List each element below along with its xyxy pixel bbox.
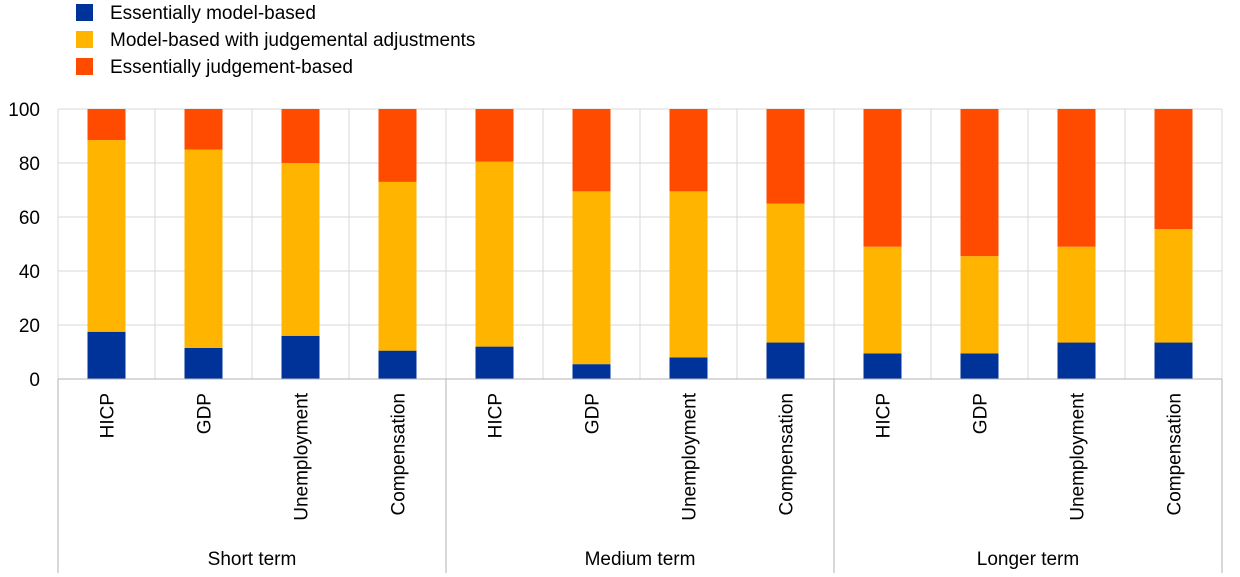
axes <box>57 378 1223 573</box>
bar-1-series-0 <box>184 347 223 379</box>
y-tick-label: 100 <box>8 100 40 121</box>
x-axis-group-labels: Short term Medium term Longer term <box>208 549 1080 570</box>
bar-8-series-2 <box>863 109 902 247</box>
bar-9-series-0 <box>960 353 999 379</box>
bar-9-series-1 <box>960 256 999 354</box>
group-label: Medium term <box>585 549 696 570</box>
bar-4-series-1 <box>475 161 514 347</box>
group-label: Longer term <box>977 549 1079 570</box>
category-label: Unemployment <box>1068 392 1089 520</box>
category-label: GDP <box>195 393 216 434</box>
y-tick-label: 80 <box>19 154 40 175</box>
category-label: HICP <box>874 393 895 438</box>
bar-10-series-0 <box>1057 342 1096 379</box>
bar-7-series-2 <box>766 109 805 204</box>
legend: Essentially model-based Model-based with … <box>76 3 475 78</box>
bar-4-series-2 <box>475 109 514 162</box>
legend-label-1: Model-based with judgemental adjustments <box>110 30 475 51</box>
bar-9-series-2 <box>960 109 999 257</box>
legend-swatch-0 <box>76 4 93 21</box>
category-label: GDP <box>583 393 604 434</box>
category-label: Unemployment <box>292 392 313 520</box>
bar-0-series-0 <box>87 331 126 379</box>
bar-3-series-2 <box>378 109 417 182</box>
bar-6-series-0 <box>669 357 708 379</box>
legend-label-2: Essentially judgement-based <box>110 57 353 78</box>
bar-10-series-1 <box>1057 246 1096 343</box>
category-label: HICP <box>98 393 119 438</box>
bar-0-series-1 <box>87 140 126 332</box>
bar-5-series-1 <box>572 191 611 365</box>
y-tick-label: 20 <box>19 316 40 337</box>
y-tick-label: 40 <box>19 262 40 283</box>
legend-swatch-1 <box>76 31 93 48</box>
category-label: Unemployment <box>680 392 701 520</box>
legend-swatch-2 <box>76 58 93 75</box>
bar-8-series-1 <box>863 246 902 354</box>
bar-4-series-0 <box>475 346 514 379</box>
bar-5-series-2 <box>572 109 611 192</box>
category-label: Compensation <box>389 393 410 516</box>
category-label: HICP <box>486 393 507 438</box>
bar-11-series-1 <box>1154 229 1193 343</box>
bar-2-series-0 <box>281 335 320 379</box>
bar-0-series-2 <box>87 109 126 141</box>
y-tick-label: 60 <box>19 208 40 229</box>
bar-7-series-1 <box>766 203 805 343</box>
bar-3-series-1 <box>378 181 417 351</box>
bar-6-series-1 <box>669 191 708 358</box>
bars <box>87 109 1193 379</box>
bar-11-series-2 <box>1154 109 1193 230</box>
bar-2-series-1 <box>281 163 320 336</box>
category-label: Compensation <box>777 393 798 516</box>
bar-11-series-0 <box>1154 342 1193 379</box>
bar-6-series-2 <box>669 109 708 192</box>
bar-5-series-0 <box>572 364 611 379</box>
bar-2-series-2 <box>281 109 320 163</box>
bar-8-series-0 <box>863 353 902 379</box>
y-tick-label: 0 <box>29 370 40 391</box>
bar-10-series-2 <box>1057 109 1096 247</box>
bar-1-series-2 <box>184 109 223 150</box>
category-label: Compensation <box>1165 393 1186 516</box>
y-axis-tick-labels: 0 20 40 60 80 100 <box>8 100 40 391</box>
x-axis-category-labels: HICP GDP Unemployment Compensation HICP GDP Un… <box>98 392 1186 520</box>
bar-1-series-1 <box>184 149 223 348</box>
bar-3-series-0 <box>378 350 417 379</box>
group-label: Short term <box>208 549 297 570</box>
category-label: GDP <box>971 393 992 434</box>
bar-7-series-0 <box>766 342 805 379</box>
gridlines <box>57 108 1223 380</box>
legend-label-0: Essentially model-based <box>110 3 316 24</box>
